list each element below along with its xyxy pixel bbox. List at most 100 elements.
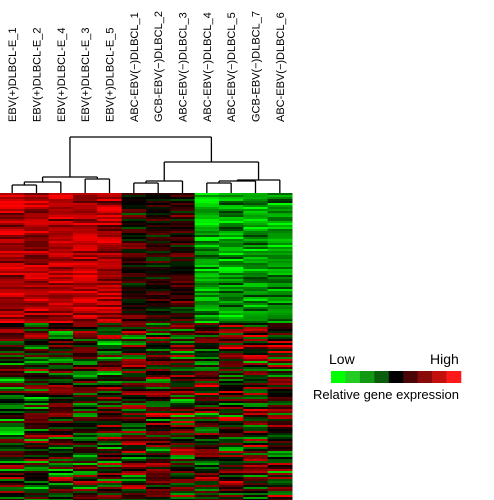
heatmap-cell: [267, 375, 293, 378]
heatmap-cell: [243, 357, 269, 360]
heatmap-cell: [243, 229, 269, 232]
heatmap-cell: [194, 289, 220, 292]
heatmap-cell: [146, 249, 171, 252]
heatmap-cell: [170, 247, 196, 250]
heatmap-cell: [267, 437, 293, 440]
heatmap-cell: [97, 213, 123, 216]
heatmap-cell: [267, 325, 293, 328]
heatmap-cell: [97, 299, 123, 302]
heatmap-cell: [146, 479, 171, 482]
heatmap-cell: [146, 493, 171, 496]
heatmap-cell: [0, 441, 25, 444]
heatmap-cell: [194, 223, 220, 226]
heatmap-cell: [24, 335, 50, 338]
heatmap-cell: [146, 387, 171, 390]
heatmap-cell: [73, 307, 98, 310]
heatmap-cell: [243, 385, 269, 388]
heatmap-cell: [146, 459, 171, 462]
heatmap-cell: [170, 225, 196, 228]
heatmap-cell: [73, 241, 98, 244]
heatmap-cell: [194, 229, 220, 232]
heatmap-cell: [243, 439, 269, 442]
heatmap-cell: [0, 383, 25, 386]
heatmap-cell: [170, 359, 196, 362]
heatmap-cell: [48, 357, 74, 360]
heatmap-cell: [194, 455, 220, 458]
heatmap-cell: [48, 221, 74, 224]
heatmap-cell: [121, 289, 147, 292]
heatmap-cell: [267, 485, 293, 488]
heatmap-cell: [121, 361, 147, 364]
heatmap-cell: [170, 229, 196, 232]
heatmap-cell: [194, 411, 220, 414]
heatmap-cell: [170, 193, 196, 196]
heatmap-cell: [219, 433, 244, 436]
heatmap-cell: [73, 203, 98, 206]
heatmap-cell: [243, 221, 269, 224]
heatmap-cell: [24, 447, 50, 450]
heatmap-cell: [219, 359, 244, 362]
heatmap-cell: [267, 235, 293, 238]
heatmap-cell: [97, 353, 123, 356]
heatmap-cell: [97, 397, 123, 400]
heatmap-cell: [0, 445, 25, 448]
heatmap-cell: [267, 365, 293, 368]
heatmap-cell: [194, 281, 220, 284]
heatmap-cell: [194, 349, 220, 352]
heatmap-cell: [121, 417, 147, 420]
heatmap-cell: [243, 235, 269, 238]
heatmap-cell: [267, 261, 293, 264]
heatmap-cell: [146, 437, 171, 440]
heatmap-cell: [48, 265, 74, 268]
heatmap-cell: [97, 415, 123, 418]
heatmap-cell: [170, 415, 196, 418]
heatmap-cell: [243, 487, 269, 490]
heatmap-cell: [170, 235, 196, 238]
heatmap-cell: [219, 279, 244, 282]
heatmap-cell: [194, 325, 220, 328]
heatmap-cell: [219, 237, 244, 240]
heatmap-cell: [24, 317, 50, 320]
heatmap-cell: [219, 409, 244, 412]
heatmap-cell: [48, 307, 74, 310]
heatmap-cell: [219, 241, 244, 244]
heatmap-cell: [121, 219, 147, 222]
heatmap-cell: [24, 341, 50, 344]
heatmap-cell: [243, 373, 269, 376]
heatmap-cell: [267, 331, 293, 334]
heatmap-cell: [0, 229, 25, 232]
heatmap-cell: [121, 273, 147, 276]
heatmap-cell: [194, 333, 220, 336]
heatmap-cell: [243, 429, 269, 432]
heatmap-cell: [243, 459, 269, 462]
heatmap-cell: [97, 387, 123, 390]
heatmap-cell: [146, 455, 171, 458]
heatmap-cell: [73, 221, 98, 224]
heatmap-cell: [146, 247, 171, 250]
heatmap-cell: [97, 259, 123, 262]
heatmap-cell: [146, 335, 171, 338]
heatmap-cell: [48, 193, 74, 196]
heatmap-cell: [48, 389, 74, 392]
heatmap-cell: [146, 341, 171, 344]
heatmap-cell: [73, 353, 98, 356]
heatmap-cell: [146, 391, 171, 394]
heatmap-cell: [219, 331, 244, 334]
heatmap-cell: [170, 409, 196, 412]
heatmap-cell: [24, 287, 50, 290]
heatmap-cell: [24, 339, 50, 342]
heatmap-cell: [97, 199, 123, 202]
heatmap-cell: [48, 347, 74, 350]
heatmap-cell: [73, 371, 98, 374]
heatmap-cell: [97, 413, 123, 416]
heatmap-cell: [48, 371, 74, 374]
heatmap-cell: [170, 319, 196, 322]
heatmap-cell: [121, 381, 147, 384]
heatmap-cell: [73, 229, 98, 232]
heatmap-cell: [267, 379, 293, 382]
heatmap-cell: [0, 241, 25, 244]
heatmap-cell: [97, 267, 123, 270]
heatmap-cell: [146, 365, 171, 368]
heatmap-cell: [219, 495, 244, 498]
heatmap-cell: [219, 301, 244, 304]
